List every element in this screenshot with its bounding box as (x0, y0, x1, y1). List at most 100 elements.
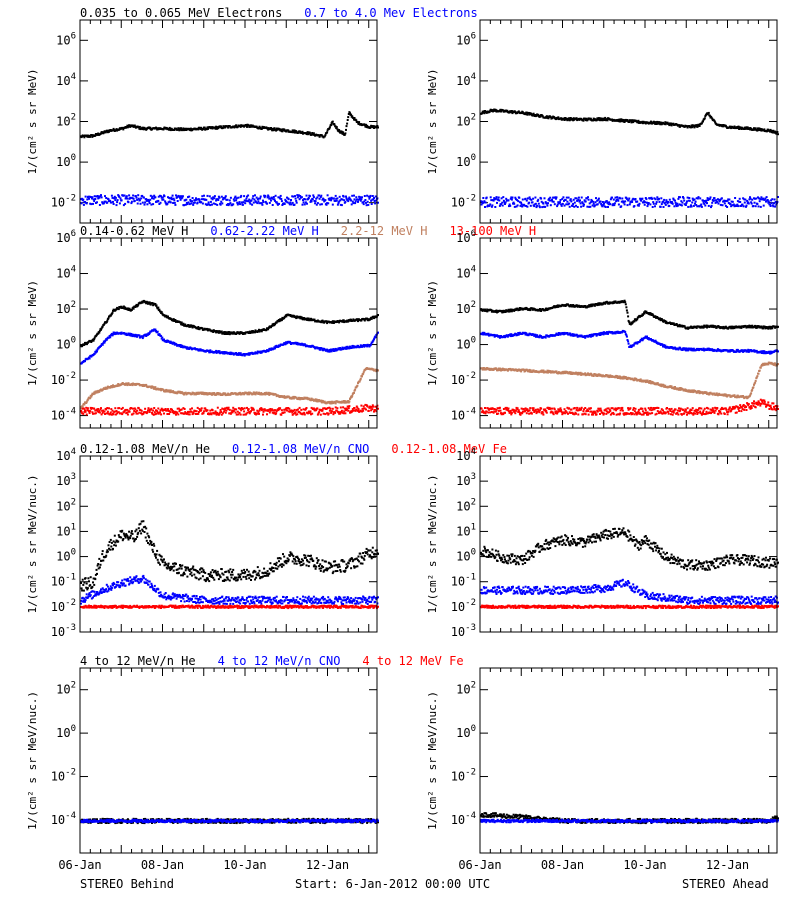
data-point (494, 109, 497, 112)
data-point (147, 333, 149, 336)
data-point (93, 391, 96, 394)
data-point (557, 305, 560, 308)
data-point (285, 315, 288, 318)
data-point (707, 204, 710, 207)
data-point (287, 407, 290, 409)
data-point (275, 393, 278, 396)
data-point (750, 326, 753, 329)
data-point (489, 196, 492, 199)
data-point (664, 121, 667, 124)
data-point (187, 201, 190, 204)
data-point (501, 201, 504, 204)
data-point (714, 199, 717, 202)
data-point (343, 199, 346, 202)
data-point (117, 411, 120, 414)
data-point (164, 200, 167, 203)
data-point (342, 195, 345, 198)
data-point (656, 120, 659, 123)
data-point (120, 412, 123, 415)
data-point (662, 200, 664, 203)
data-point (327, 413, 330, 416)
data-point (308, 131, 311, 134)
y-tick-label-exponent: -4 (465, 407, 476, 417)
data-point (271, 129, 274, 132)
data-point (232, 203, 235, 206)
data-point (110, 413, 113, 416)
data-point (345, 345, 348, 348)
data-point (662, 320, 665, 323)
data-point (95, 195, 98, 198)
data-point (361, 375, 363, 378)
data-point (84, 201, 86, 203)
data-point (130, 382, 133, 385)
data-point (577, 196, 580, 199)
data-point (206, 409, 209, 412)
data-point (109, 314, 112, 317)
data-point (247, 391, 250, 394)
data-point (375, 410, 378, 413)
data-point (501, 204, 504, 207)
data-point (295, 317, 298, 320)
series-black-electrons-0 (80, 111, 379, 139)
data-point (672, 197, 675, 200)
data-point (673, 205, 676, 208)
data-point (312, 133, 315, 136)
data-point (316, 320, 319, 323)
data-point (734, 197, 737, 199)
data-point (260, 202, 263, 205)
data-point (369, 194, 372, 197)
data-point (96, 408, 98, 411)
data-point (163, 338, 165, 341)
data-point (126, 307, 129, 310)
data-point (328, 126, 331, 129)
data-point (314, 347, 317, 350)
data-point (714, 121, 717, 124)
data-point (345, 347, 347, 350)
data-point (120, 305, 123, 308)
data-point (316, 413, 319, 416)
data-point (294, 316, 297, 318)
data-point (271, 408, 274, 411)
series-black-protons-0 (80, 299, 379, 348)
data-point (227, 408, 230, 411)
data-point (225, 409, 228, 412)
data-point (553, 305, 556, 308)
data-point (736, 200, 739, 203)
data-point (283, 411, 286, 414)
data-point (179, 321, 182, 324)
data-point (102, 131, 105, 134)
data-point (646, 201, 648, 204)
data-point (236, 203, 239, 206)
data-point (703, 202, 706, 205)
data-point (618, 118, 621, 121)
data-point (736, 127, 739, 129)
data-point (677, 197, 680, 200)
data-point (197, 349, 200, 352)
data-point (767, 200, 770, 203)
data-point (548, 199, 551, 202)
data-point (296, 315, 299, 318)
data-point (304, 201, 307, 204)
data-point (340, 409, 343, 412)
data-point (511, 112, 514, 115)
data-point (260, 330, 263, 333)
data-point (337, 202, 340, 205)
data-point (277, 345, 280, 348)
data-point (355, 119, 358, 122)
data-point (356, 384, 359, 387)
data-point (326, 348, 329, 351)
data-point (280, 413, 283, 416)
data-point (480, 200, 482, 203)
data-point (258, 409, 261, 412)
data-point (242, 201, 245, 204)
data-point (519, 204, 522, 207)
data-point (356, 406, 359, 409)
data-point (216, 411, 219, 414)
data-point (329, 350, 332, 353)
data-point (337, 320, 340, 323)
data-point (597, 303, 600, 306)
data-point (691, 197, 694, 200)
data-point (239, 352, 242, 355)
data-point (226, 125, 229, 128)
data-point (369, 126, 372, 129)
